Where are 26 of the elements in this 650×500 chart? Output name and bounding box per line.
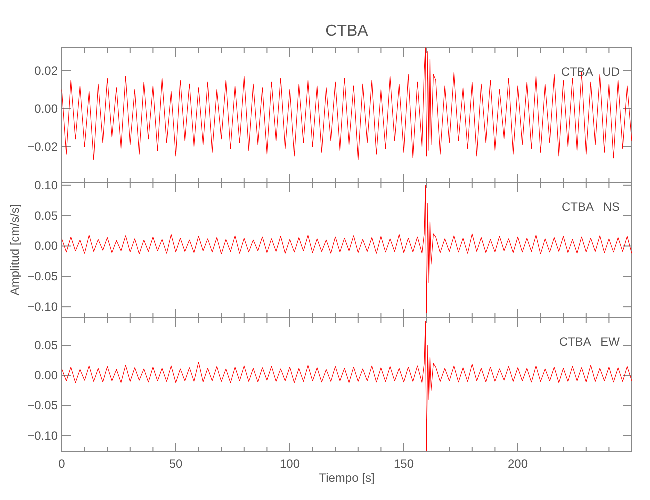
y-tick-label: 0.00 <box>34 368 58 383</box>
y-tick-label: −0.02 <box>28 140 58 154</box>
y-tick-label: −0.05 <box>28 398 58 413</box>
y-tick-label: 0.05 <box>34 208 58 223</box>
y-tick-label: 0.00 <box>34 102 58 116</box>
y-axis-title: Amplitud [cm/s/s] <box>8 204 22 296</box>
line-series <box>62 48 632 160</box>
chart-title: CTBA <box>326 23 369 40</box>
annotation: CTBA UD <box>561 65 620 79</box>
annotation: CTBA EW <box>559 335 621 349</box>
y-tick-label: −0.05 <box>28 270 58 284</box>
x-axis-title: Tiempo [s] <box>319 471 375 485</box>
y-tick-label: 0.10 <box>34 178 58 192</box>
x-tick-label: 50 <box>169 457 183 471</box>
x-tick-label: 0 <box>58 457 66 471</box>
y-tick-label: −0.10 <box>28 300 58 314</box>
line-series <box>62 185 632 314</box>
y-tick-label: 0.00 <box>34 239 58 254</box>
y-tick-label: 0.02 <box>34 64 58 78</box>
x-tick-label: 150 <box>394 457 414 471</box>
y-tick-label: −0.10 <box>28 428 58 443</box>
x-tick-label: 200 <box>508 457 528 471</box>
line-series <box>62 321 632 452</box>
annotation: CTBA NS <box>562 200 620 214</box>
x-tick-label: 100 <box>280 457 300 471</box>
y-tick-label: 0.05 <box>34 338 58 353</box>
